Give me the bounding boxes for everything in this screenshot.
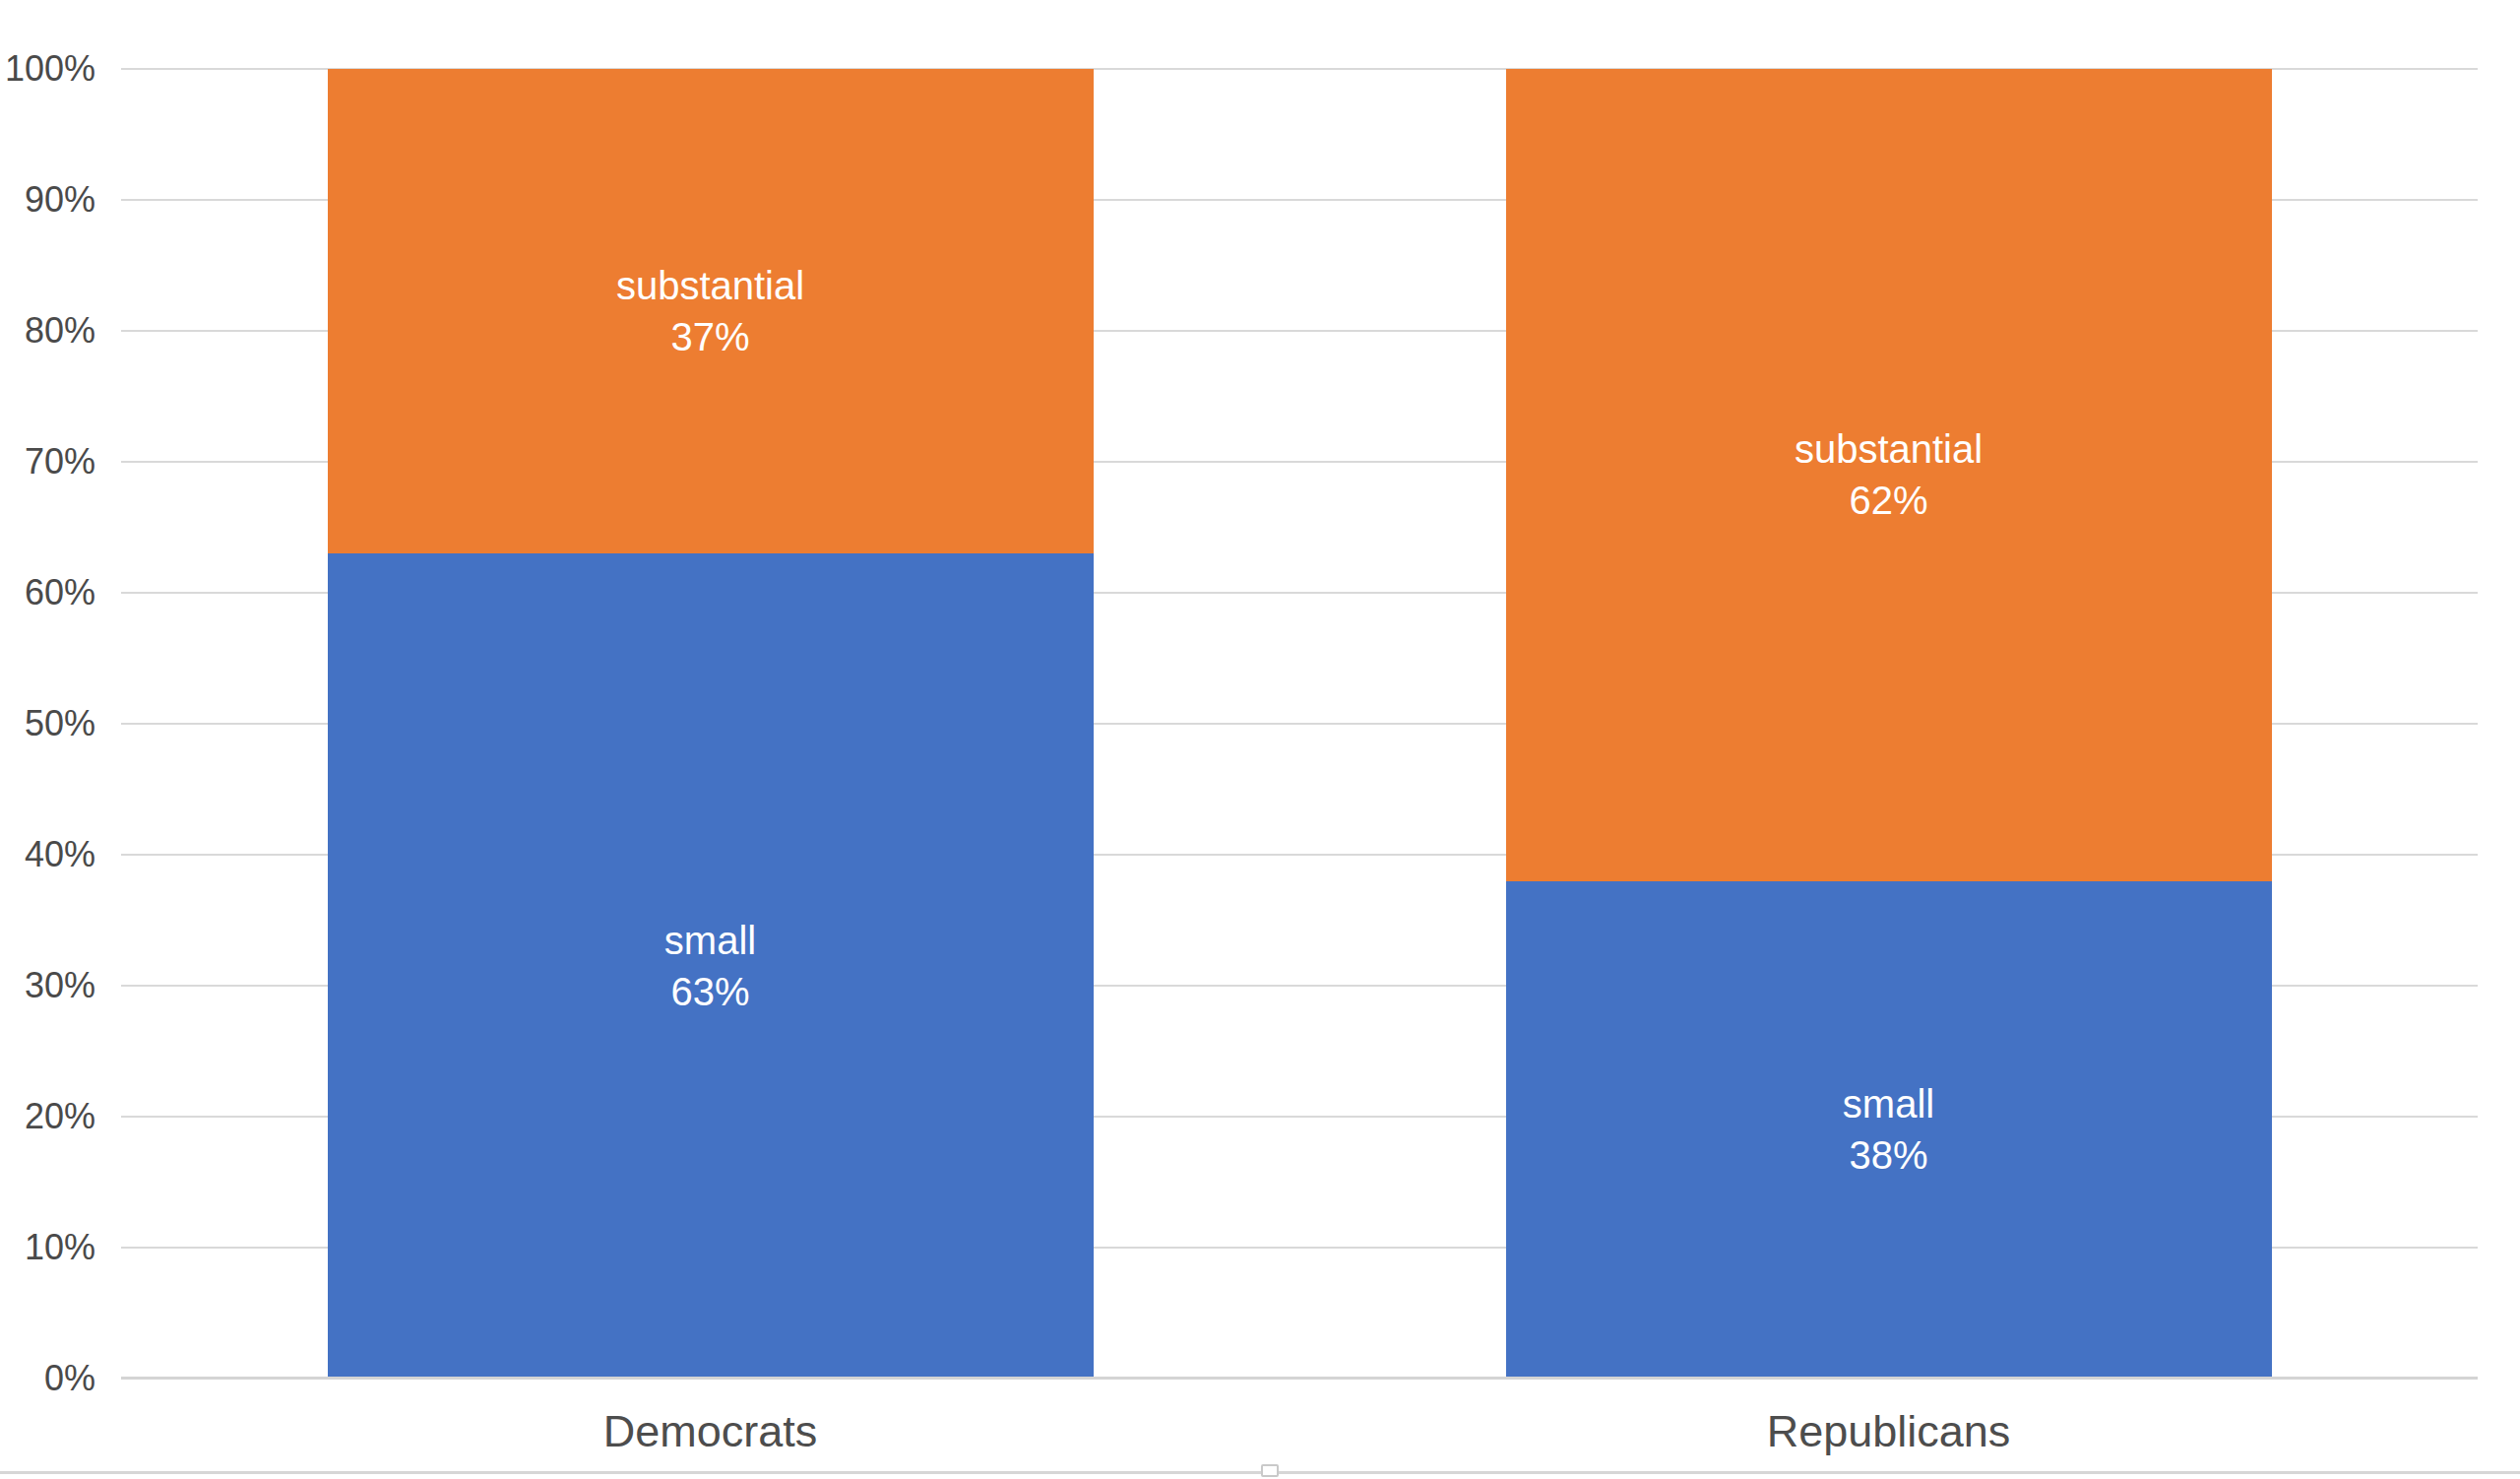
data-label-republicans-substantial: substantial62%	[1795, 423, 1983, 526]
y-tick-label-80%: 80%	[0, 313, 95, 349]
y-tick-label-30%: 30%	[0, 968, 95, 1003]
data-label-line: small	[664, 915, 756, 966]
y-tick-label-0%: 0%	[0, 1361, 95, 1396]
data-label-democrats-substantial: substantial37%	[616, 260, 804, 362]
category-label-republicans: Republicans	[1767, 1409, 2011, 1453]
y-tick-label-10%: 10%	[0, 1230, 95, 1265]
data-label-line: 62%	[1795, 475, 1983, 526]
data-label-democrats-small: small63%	[664, 915, 756, 1017]
y-tick-label-100%: 100%	[0, 51, 95, 87]
y-tick-label-20%: 20%	[0, 1099, 95, 1134]
document-canvas: 0%10%20%30%40%50%60%70%80%90%100% small6…	[0, 0, 2520, 1479]
y-tick-label-70%: 70%	[0, 444, 95, 480]
y-tick-label-60%: 60%	[0, 575, 95, 611]
x-axis-line	[121, 1377, 2478, 1380]
divider-drag-handle[interactable]	[1261, 1464, 1279, 1477]
category-label-democrats: Democrats	[603, 1409, 818, 1453]
data-label-line: 63%	[664, 966, 756, 1017]
y-tick-label-40%: 40%	[0, 837, 95, 872]
data-label-line: substantial	[1795, 423, 1983, 475]
y-tick-label-50%: 50%	[0, 706, 95, 741]
data-label-line: substantial	[616, 260, 804, 311]
data-label-line: 38%	[1843, 1129, 1934, 1181]
data-label-republicans-small: small38%	[1843, 1078, 1934, 1181]
y-tick-label-90%: 90%	[0, 182, 95, 218]
data-label-line: small	[1843, 1078, 1934, 1129]
bottom-divider-line	[0, 1471, 2520, 1474]
data-label-line: 37%	[616, 311, 804, 362]
stacked-bar-chart[interactable]: 0%10%20%30%40%50%60%70%80%90%100% small6…	[0, 0, 2520, 1452]
